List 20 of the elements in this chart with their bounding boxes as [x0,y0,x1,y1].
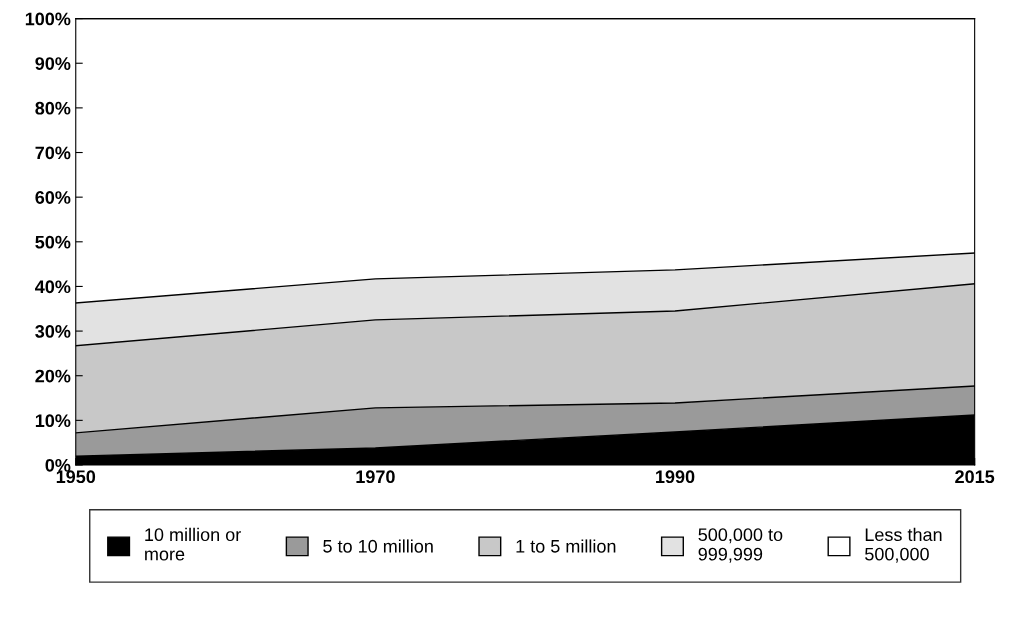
y-tick-label: 30% [35,325,71,338]
y-tick-label: 70% [35,146,71,160]
x-tick-label: 1990 [656,470,695,484]
legend-label: 10 million or more [145,527,241,561]
y-tick-label: 40% [35,280,71,294]
y-tick-label: 20% [35,369,71,383]
y-tick-label: 100% [25,12,71,26]
y-tick-label: 80% [35,101,71,115]
y-tick-label: 50% [35,235,71,249]
legend-label: Less than 500,000 [865,527,942,563]
y-tick-label: 90% [35,57,71,70]
x-tick-label: 1970 [356,470,395,484]
y-tick-label: 0% [45,458,71,472]
x-tick-label: 2015 [955,470,995,484]
legend-label: 5 to 10 million [323,539,433,553]
legend-label: 1 to 5 million [516,539,616,553]
x-tick-label: 1950 [56,470,96,484]
legend-label: 500,000 to 999,999 [698,528,783,563]
y-tick-label: 60% [35,191,71,204]
y-tick-label: 10% [35,414,71,428]
